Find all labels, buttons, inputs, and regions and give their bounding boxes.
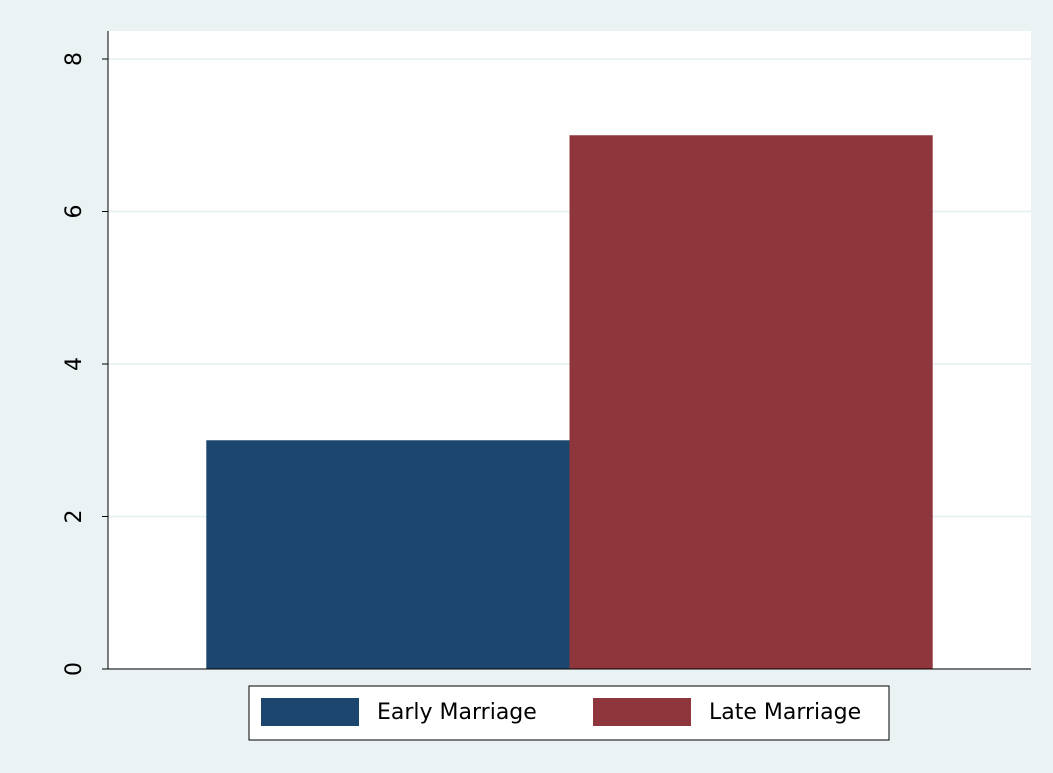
legend-swatch: [593, 698, 691, 726]
legend-swatch: [261, 698, 359, 726]
legend-label: Late Marriage: [709, 700, 861, 725]
legend-label: Early Marriage: [377, 700, 537, 725]
y-tick-label: 8: [62, 52, 87, 66]
bar: [569, 135, 933, 669]
y-tick-label: 6: [62, 205, 87, 219]
y-tick-label: 0: [62, 662, 87, 676]
legend-box: [248, 685, 890, 741]
y-tick-label: 4: [62, 357, 87, 371]
bar: [206, 440, 570, 669]
y-tick-label: 2: [62, 510, 87, 524]
